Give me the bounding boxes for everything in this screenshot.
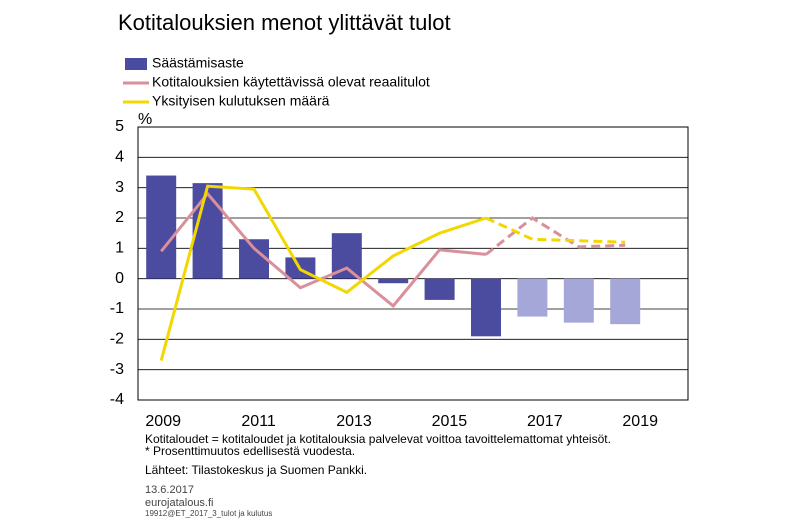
y-tick-label: 2: [115, 209, 124, 226]
line: [160, 191, 487, 309]
bar: [239, 239, 269, 279]
x-tick-label: 2011: [241, 413, 276, 430]
legend-swatch: [125, 58, 147, 70]
y-tick-label: 1: [115, 240, 124, 257]
y-tick-label: 5: [115, 118, 124, 135]
bar: [471, 278, 501, 337]
bar: [192, 183, 223, 279]
plot-area: [137, 126, 689, 401]
x-tick-label: 2019: [622, 413, 658, 430]
bar: [517, 278, 548, 317]
y-tick-label: -1: [110, 300, 124, 317]
y-tick-label: -4: [110, 391, 124, 408]
line: [159, 184, 487, 361]
legend-label: Kotitalouksien käytettävissä olevat reaa…: [152, 74, 430, 90]
site: eurojatalous.fi: [145, 497, 214, 509]
bar: [424, 278, 455, 300]
x-tick-label: 2015: [432, 413, 468, 430]
y-axis-label: %: [138, 111, 152, 128]
y-tick-label: 4: [115, 149, 124, 166]
y-tick-label: 0: [115, 270, 124, 287]
note: Lähteet: Tilastokeskus ja Suomen Pankki.: [145, 463, 367, 477]
code: 19912@ET_2017_3_tulot ja kulutus: [145, 509, 272, 518]
x-tick-label: 2017: [527, 413, 563, 430]
bar: [146, 175, 177, 279]
chart-title: Kotitalouksien menot ylittävät tulot: [118, 10, 451, 35]
note: * Prosenttimuutos edellisestä vuodesta.: [145, 444, 355, 458]
line: [485, 216, 626, 256]
date: 13.6.2017: [145, 484, 194, 496]
y-tick-label: -2: [110, 331, 124, 348]
x-tick-label: 2013: [336, 413, 372, 430]
bar: [378, 278, 409, 284]
bar: [610, 278, 641, 325]
y-tick-label: -3: [110, 361, 124, 378]
line: [485, 216, 626, 244]
x-tick-label: 2009: [145, 413, 181, 430]
bar: [563, 278, 594, 323]
y-tick-label: 3: [115, 179, 124, 196]
note: Kotitaloudet = kotitaloudet ja kotitalou…: [145, 432, 611, 446]
legend-label: Säästämisaste: [152, 55, 244, 71]
legend-label: Yksityisen kulutuksen määrä: [152, 93, 330, 109]
